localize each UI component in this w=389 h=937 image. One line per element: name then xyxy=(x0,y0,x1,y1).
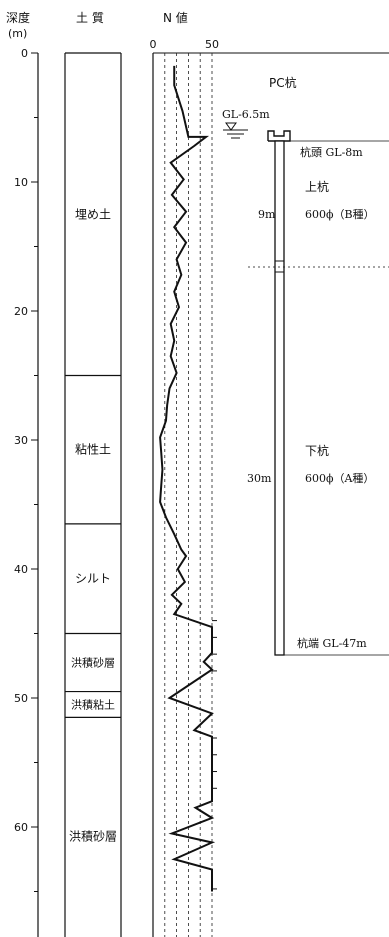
depth-unit: (m) xyxy=(8,27,27,40)
pile-tip-label: 杭端 GL-47m xyxy=(297,636,367,650)
lower-pile-spec: 600ϕ（A種） xyxy=(305,471,374,485)
water-level-icon xyxy=(225,122,237,131)
upper-pile-spec: 600ϕ（B種） xyxy=(305,207,375,221)
n-value-header: N 値 xyxy=(163,10,188,25)
depth-tick-label: 20 xyxy=(14,305,28,318)
pile-head-label: 杭頭 GL-8m xyxy=(300,145,363,159)
soil-layer-label: 洪積砂層 xyxy=(69,829,117,844)
depth-tick-label: 0 xyxy=(21,47,28,60)
soil-layer-label: シルト xyxy=(75,572,111,586)
soil-header: 土 質 xyxy=(76,10,104,25)
soil-layer-label: 埋め土 xyxy=(75,207,111,221)
pc-pile-schematic: PC杭 GL-6.5m 杭頭 GL-8m 上杭 9m 600ϕ（B種） 下杭 3… xyxy=(222,75,389,656)
soil-layer-label: 洪積砂層 xyxy=(71,656,115,670)
depth-tick-label: 10 xyxy=(14,176,28,189)
n-series-end-ticks xyxy=(212,620,217,890)
upper-pile-length: 9m xyxy=(258,208,276,221)
depth-tick-label: 50 xyxy=(14,692,28,705)
n-axis-ticks: 0 50 xyxy=(150,38,220,51)
depth-tick-label: 30 xyxy=(14,434,28,447)
soil-layer-label: 洪積粘土 xyxy=(71,697,115,711)
depth-ticks: 0 10 20 30 40 50 60 xyxy=(14,47,38,892)
n-tick-label: 0 xyxy=(150,38,157,51)
n-value-series-line xyxy=(159,65,216,892)
n-value-chart: 0 50 xyxy=(150,38,389,937)
n-tick-label: 50 xyxy=(205,38,219,51)
pile-shaft xyxy=(274,140,285,656)
depth-tick-label: 60 xyxy=(14,821,28,834)
depth-header: 深度 xyxy=(6,10,30,25)
lower-pile-name: 下杭 xyxy=(305,443,329,458)
pile-title: PC杭 xyxy=(269,75,297,90)
upper-pile-name: 上杭 xyxy=(305,179,329,194)
depth-tick-label: 40 xyxy=(14,563,28,576)
soil-layer-label: 粘性土 xyxy=(75,442,111,457)
pile-head-cap xyxy=(267,130,291,142)
gl-label: GL-6.5m xyxy=(222,108,270,121)
lower-pile-length: 30m xyxy=(247,472,272,485)
